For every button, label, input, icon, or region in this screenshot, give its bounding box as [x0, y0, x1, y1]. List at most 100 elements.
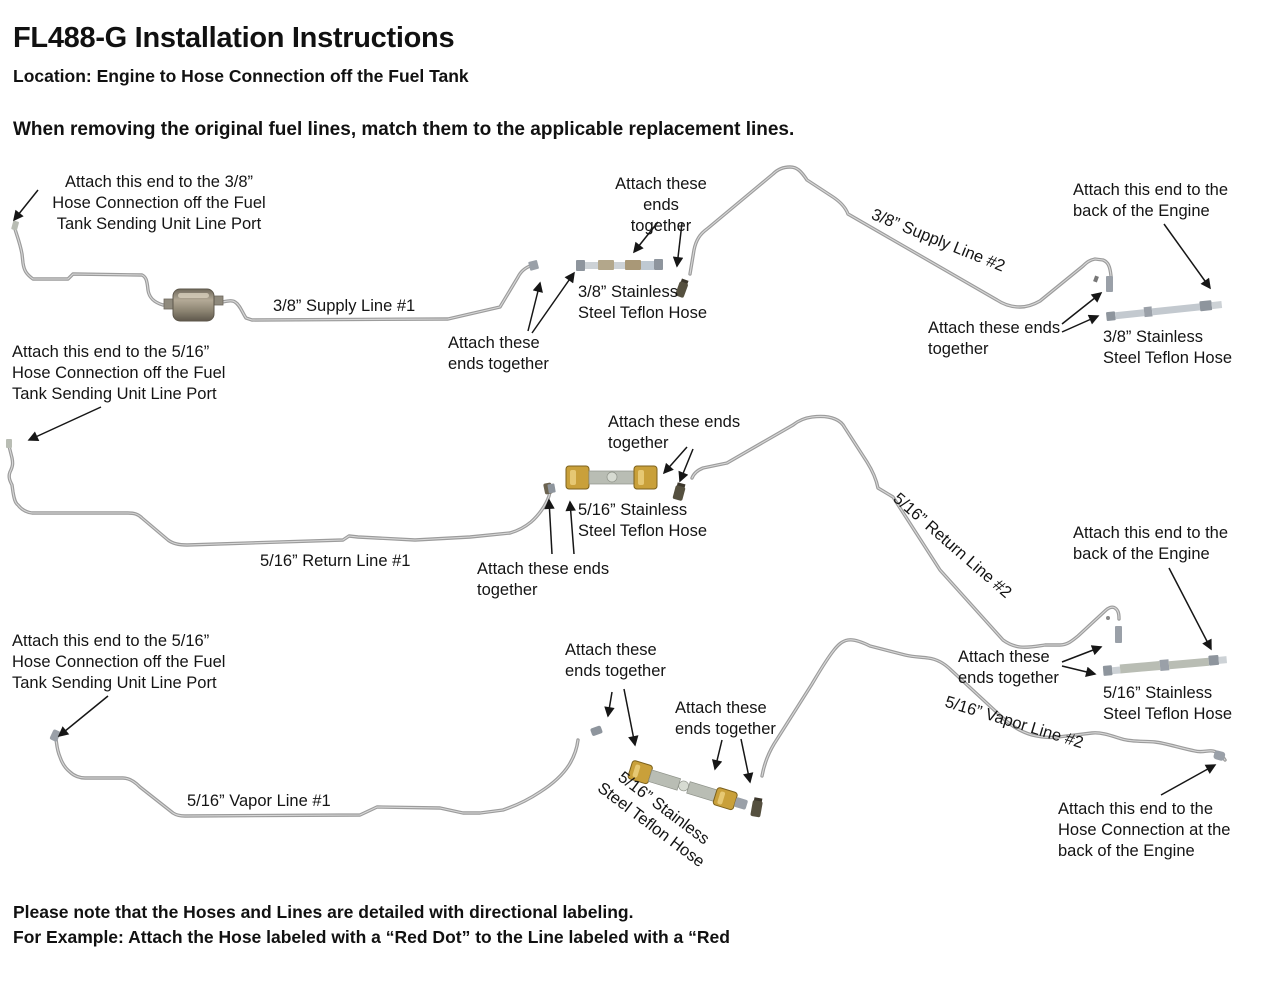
label-s2-attach-mid: Attach these ends together [477, 560, 610, 599]
arrow [662, 446, 688, 475]
dark-fitting [750, 797, 763, 818]
label-s2-hose1: 5/16” Stainless Steel Teflon Hose [578, 501, 708, 540]
tube-stroke [7, 444, 553, 547]
hose-part [585, 262, 598, 269]
hose-part [570, 470, 576, 485]
hose-part [576, 260, 585, 271]
label-s2-attach-right: Attach these ends together [958, 648, 1059, 687]
dark-fitting [675, 278, 689, 298]
line-end-fitting [11, 220, 19, 231]
annotation-arrows [13, 189, 1217, 796]
hose-part [638, 470, 644, 485]
hose-part [1102, 665, 1113, 676]
hose-part [1106, 311, 1116, 322]
label-s2-tank-end: Attach this end to the 5/16” Hose Connec… [12, 343, 226, 403]
line-end-fitting [6, 439, 12, 448]
hose-516-right [1102, 654, 1228, 676]
label-s1-tank-end: Attach this end to the 3/8” Hose Connect… [52, 173, 266, 233]
hose-part [672, 485, 686, 501]
label-s3-line1: 5/16” Vapor Line #1 [187, 792, 331, 810]
hose-part [1119, 661, 1161, 674]
arrow [672, 222, 684, 268]
hose-part [680, 278, 689, 285]
arrow [1061, 645, 1103, 663]
hose-516-mid [543, 465, 658, 495]
label-s1-engine-end: Attach this end to the back of the Engin… [1073, 181, 1229, 220]
hose-part [1199, 300, 1213, 312]
arrow [623, 688, 639, 747]
footer-note-1: Please note that the Hoses and Lines are… [13, 902, 634, 922]
hose-part [1211, 301, 1223, 310]
label-s2-line1: 5/16” Return Line #1 [260, 552, 411, 570]
hose-part [1159, 659, 1170, 671]
hose-38-right [1106, 300, 1223, 322]
arrow [1160, 764, 1217, 796]
hose-part [717, 791, 726, 805]
hose-part [1151, 303, 1201, 316]
label-s1-hose1: 3/8” Stainless Steel Teflon Hose [578, 283, 708, 322]
label-s2-attach-top: Attach these ends together [608, 413, 741, 452]
arrow [1163, 223, 1211, 290]
label-s1-attach-top: Attach these ends together [615, 175, 707, 235]
hose-part [654, 259, 663, 270]
label-s1-attach-mid: Attach these ends together [448, 334, 549, 373]
hose-part [614, 262, 625, 269]
hose-part [1218, 656, 1228, 664]
filter-highlight [178, 293, 209, 298]
label-s2-hose2: 5/16” Stainless Steel Teflon Hose [1103, 684, 1233, 723]
arrow [527, 281, 543, 332]
return-line-1-path [9, 446, 551, 545]
arrow [633, 221, 659, 254]
arrow [678, 448, 694, 483]
arrow [740, 738, 754, 784]
hose-part [1168, 657, 1210, 670]
fuel-filter [163, 288, 224, 322]
arrow [27, 406, 102, 442]
end-fittings [6, 220, 1226, 818]
label-s2-engine-end: Attach this end to the back of the Engin… [1073, 524, 1229, 563]
hose-part [675, 281, 688, 298]
arrow [711, 739, 723, 771]
hose-part [1114, 309, 1145, 320]
hose-part [734, 797, 748, 810]
label-s3-engine-end: Attach this end to the Hose Connection a… [1058, 800, 1231, 860]
arrow [544, 498, 555, 555]
hose-part [1208, 654, 1220, 666]
brass-nut [712, 787, 738, 811]
hose-part [686, 781, 718, 802]
line-end-fitting [590, 725, 603, 736]
hose-part [641, 261, 654, 270]
label-s1-attach-right: Attach these ends together [928, 319, 1061, 358]
hose-516-vapor [627, 760, 748, 811]
page-title: FL488-G Installation Instructions [13, 22, 455, 54]
label-s3-tank-end: Attach this end to the 5/16” Hose Connec… [12, 632, 226, 692]
hose-part [598, 260, 614, 270]
brass-nut [565, 465, 590, 490]
arrow [604, 691, 615, 718]
hose-38-mid [576, 259, 663, 271]
hose-part [750, 800, 763, 818]
line-end-fitting [1106, 616, 1110, 620]
line-end-fitting [1213, 750, 1226, 761]
return-line-2-path [692, 416, 1119, 647]
arrow [57, 695, 109, 737]
arrow [531, 271, 575, 334]
hose-part [1143, 306, 1153, 318]
label-s3-attach-left: Attach these ends together [565, 641, 666, 680]
intro-note: When removing the original fuel lines, m… [13, 119, 795, 140]
hose-part [606, 471, 618, 483]
label-s1-hose2: 3/8” Stainless Steel Teflon Hose [1103, 328, 1233, 367]
arrow [1061, 314, 1100, 333]
tube-stroke [690, 414, 1121, 649]
location-subtitle: Location: Engine to Hose Connection off … [13, 66, 469, 86]
hose-part [632, 764, 641, 778]
arrow [1061, 292, 1103, 325]
line-end-fitting [1115, 626, 1122, 643]
arrow [13, 189, 39, 222]
label-s1-line1: 3/8” Supply Line #1 [273, 297, 416, 315]
line-end-fitting [547, 483, 556, 494]
hose-part [1111, 666, 1121, 675]
arrow [1061, 665, 1097, 677]
